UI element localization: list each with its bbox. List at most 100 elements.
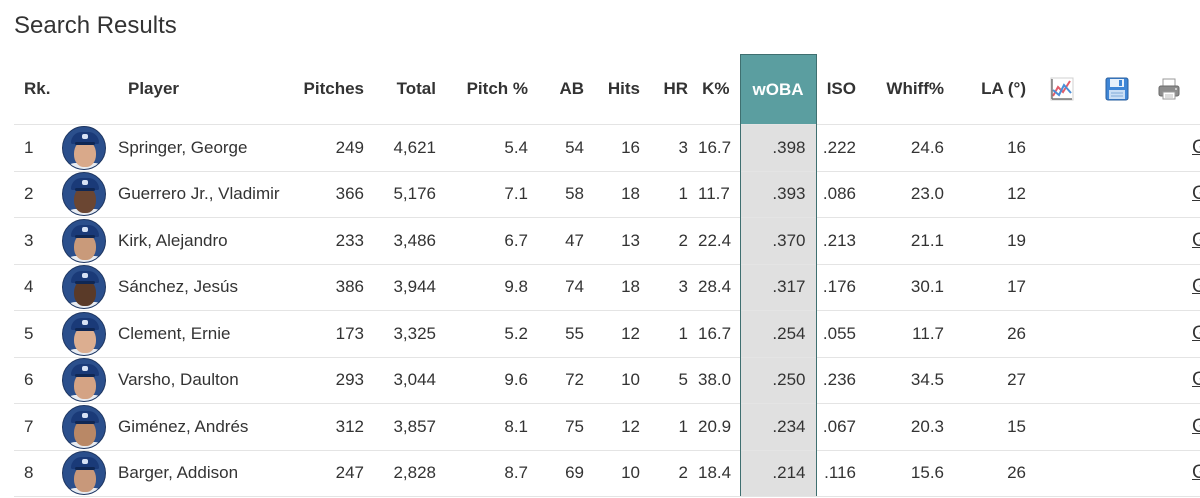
- cell-iso: .213: [816, 217, 866, 264]
- graphs-link[interactable]: Graphs: [1192, 322, 1200, 344]
- cell-pitches: 386: [294, 263, 374, 311]
- results-table: Rk. Player Pitches Total Pitch % AB Hits…: [14, 54, 1200, 497]
- col-header-graphs: [1192, 55, 1200, 125]
- cell-player-name[interactable]: Kirk, Alejandro: [118, 217, 294, 264]
- cell-k-pct: 11.7: [698, 170, 740, 218]
- cell-rank: 2: [14, 170, 62, 218]
- cell-total: 3,044: [374, 356, 446, 404]
- cell-avatar: [62, 263, 118, 311]
- cell-empty: [1145, 124, 1192, 171]
- cell-woba: .234: [739, 403, 817, 450]
- cell-la: 26: [954, 449, 1036, 497]
- cell-rank: 8: [14, 449, 62, 497]
- col-header-la[interactable]: LA (°): [981, 79, 1026, 99]
- cell-player-name[interactable]: Guerrero Jr., Vladimir: [118, 170, 294, 218]
- cell-avatar: [62, 356, 118, 404]
- cell-pitch-pct: 6.7: [446, 217, 538, 264]
- cell-la: 12: [954, 170, 1036, 218]
- header-row: Rk. Player Pitches Total Pitch % AB Hits…: [14, 54, 1200, 125]
- player-avatar[interactable]: [62, 404, 106, 449]
- cell-empty: [1145, 263, 1192, 311]
- chart-button[interactable]: [1036, 55, 1088, 125]
- print-button[interactable]: [1145, 55, 1192, 125]
- cell-iso: .116: [816, 449, 866, 497]
- cell-player-name[interactable]: Barger, Addison: [118, 449, 294, 497]
- col-header-whiff-pct[interactable]: Whiff%: [886, 79, 944, 99]
- cell-empty: [1088, 403, 1145, 450]
- cell-k-pct: 38.0: [698, 356, 740, 404]
- player-avatar[interactable]: [62, 358, 106, 403]
- cell-empty: [1088, 449, 1145, 497]
- graphs-link[interactable]: Graphs: [1192, 136, 1200, 158]
- cell-pitches: 293: [294, 356, 374, 404]
- cell-player-name[interactable]: Springer, George: [118, 124, 294, 171]
- graphs-link[interactable]: Graphs: [1192, 183, 1200, 205]
- cell-woba: .370: [739, 217, 817, 264]
- col-header-rank[interactable]: Rk.: [24, 79, 51, 99]
- graphs-link[interactable]: Graphs: [1192, 462, 1200, 484]
- col-header-hr[interactable]: HR: [663, 79, 688, 99]
- graphs-link[interactable]: Graphs: [1192, 276, 1200, 298]
- table-row-4[interactable]: 4 Sánchez, Jesús 386 3,944 9.8 74 18 3 2…: [14, 263, 1200, 311]
- player-avatar[interactable]: [62, 265, 106, 310]
- graphs-link[interactable]: Graphs: [1192, 415, 1200, 437]
- table-row-3[interactable]: 3 Kirk, Alejandro 233 3,486 6.7 47 13 2 …: [14, 217, 1200, 264]
- table-row-2[interactable]: 2 Guerrero Jr., Vladimir 366 5,176 7.1 5…: [14, 170, 1200, 218]
- cell-player-name[interactable]: Sánchez, Jesús: [118, 263, 294, 311]
- table-row-1[interactable]: 1 Springer, George 249 4,621 5.4 54 16 3…: [14, 124, 1200, 171]
- cell-hr: 2: [650, 449, 698, 497]
- player-avatar[interactable]: [62, 311, 106, 356]
- table-row-8[interactable]: 8 Barger, Addison 247 2,828 8.7 69 10 2 …: [14, 449, 1200, 497]
- cell-rank: 3: [14, 217, 62, 264]
- cell-woba: .317: [739, 263, 817, 311]
- cell-empty: [1036, 124, 1088, 171]
- cell-pitch-pct: 5.2: [446, 310, 538, 357]
- cell-empty: [1036, 449, 1088, 497]
- cell-pitch-pct: 7.1: [446, 170, 538, 218]
- cell-hr: 3: [650, 124, 698, 171]
- cell-pitches: 247: [294, 449, 374, 497]
- col-header-pitches[interactable]: Pitches: [303, 79, 364, 99]
- player-avatar[interactable]: [62, 451, 106, 496]
- save-button[interactable]: [1088, 55, 1145, 125]
- cell-ab: 72: [538, 356, 594, 404]
- graphs-link[interactable]: Graphs: [1192, 229, 1200, 251]
- cell-empty: [1036, 263, 1088, 311]
- table-row-5[interactable]: 5 Clement, Ernie 173 3,325 5.2 55 12 1 1…: [14, 310, 1200, 357]
- col-header-k-pct[interactable]: K%: [702, 79, 730, 99]
- graphs-link[interactable]: Graphs: [1192, 369, 1200, 391]
- cell-pitches: 233: [294, 217, 374, 264]
- cell-empty: [1145, 217, 1192, 264]
- table-row-7[interactable]: 7 Giménez, Andrés 312 3,857 8.1 75 12 1 …: [14, 403, 1200, 450]
- cell-total: 4,621: [374, 124, 446, 171]
- cell-player-name[interactable]: Varsho, Daulton: [118, 356, 294, 404]
- cell-pitch-pct: 8.7: [446, 449, 538, 497]
- cell-pitches: 249: [294, 124, 374, 171]
- col-header-player[interactable]: Player: [128, 79, 180, 99]
- save-icon[interactable]: [1105, 77, 1129, 101]
- print-icon[interactable]: [1157, 77, 1181, 101]
- col-header-total[interactable]: Total: [396, 79, 436, 99]
- cell-empty: [1036, 356, 1088, 404]
- cell-woba: .398: [739, 124, 817, 171]
- col-header-pitch-pct[interactable]: Pitch %: [466, 79, 528, 99]
- table-row-6[interactable]: 6 Varsho, Daulton 293 3,044 9.6 72 10 5 …: [14, 356, 1200, 404]
- chart-icon[interactable]: [1050, 77, 1074, 101]
- cell-player-name[interactable]: Giménez, Andrés: [118, 403, 294, 450]
- col-header-woba[interactable]: wOBA: [739, 54, 817, 125]
- col-header-ab[interactable]: AB: [559, 79, 584, 99]
- cell-hits: 13: [594, 217, 650, 264]
- cell-rank: 7: [14, 403, 62, 450]
- cell-ab: 75: [538, 403, 594, 450]
- cell-empty: [1088, 263, 1145, 311]
- col-header-hits[interactable]: Hits: [607, 79, 640, 99]
- cell-whiff-pct: 34.5: [866, 356, 954, 404]
- cell-avatar: [62, 124, 118, 171]
- cell-empty: [1088, 170, 1145, 218]
- cell-avatar: [62, 449, 118, 497]
- col-header-iso[interactable]: ISO: [826, 79, 856, 99]
- player-avatar[interactable]: [62, 172, 106, 217]
- player-avatar[interactable]: [62, 218, 106, 263]
- cell-player-name[interactable]: Clement, Ernie: [118, 310, 294, 357]
- player-avatar[interactable]: [62, 125, 106, 170]
